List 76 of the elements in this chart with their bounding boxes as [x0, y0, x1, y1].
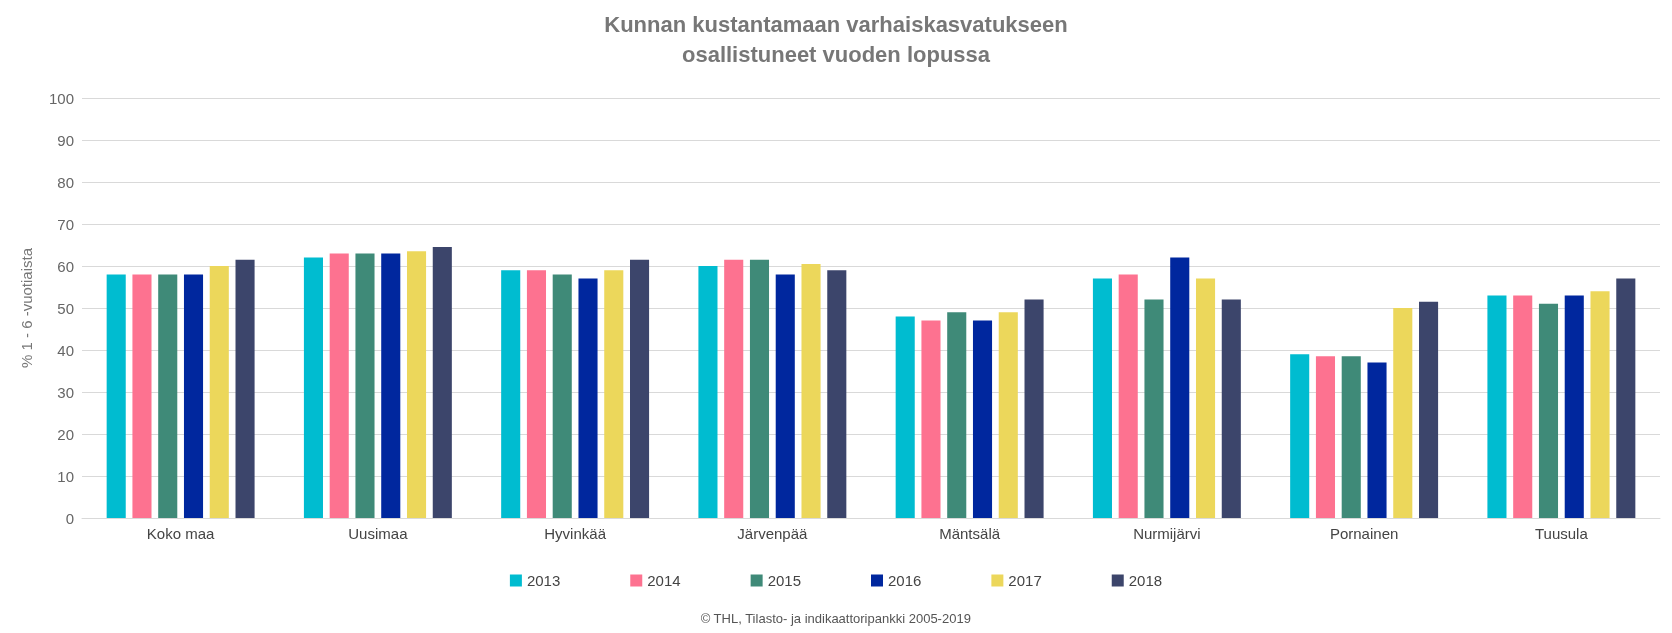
- bar: [1590, 291, 1610, 518]
- bar: [1315, 356, 1336, 518]
- y-tick-label: 40: [57, 341, 74, 359]
- bar: [235, 259, 255, 518]
- bar: [1024, 299, 1044, 518]
- bar: [158, 274, 178, 518]
- bar: [1092, 278, 1112, 518]
- bar: [303, 257, 323, 518]
- bar: [526, 270, 547, 518]
- bar: [1290, 354, 1310, 518]
- bar: [381, 253, 401, 518]
- text: © THL, Tilasto- ja indikaattoripankki 2005-2019: [700, 611, 971, 626]
- legend-label: 2015: [767, 572, 802, 589]
- bar: [1118, 274, 1138, 518]
- bar: [749, 259, 770, 518]
- bar: [329, 253, 349, 518]
- bar: [1367, 362, 1387, 518]
- bar: [972, 320, 993, 518]
- x-tick-label: Pornainen: [1329, 525, 1399, 542]
- bar: [1170, 257, 1190, 518]
- y-tick-label: 10: [57, 467, 74, 485]
- bar: [698, 266, 718, 518]
- bar: [1513, 295, 1533, 518]
- bar: [1393, 308, 1413, 518]
- x-tick-label: Uusimaa: [348, 525, 409, 542]
- bar: [775, 274, 795, 518]
- chart-title: Kunnan kustantamaan varhaiskasvatukseen osallistuneet vuoden lopussa: [604, 11, 1068, 67]
- bar: [1564, 295, 1584, 518]
- bar: [724, 259, 744, 518]
- bar: [578, 278, 598, 518]
- y-tick-label: 0: [65, 509, 74, 527]
- bar: [947, 312, 967, 518]
- x-tick-label: Hyvinkää: [544, 525, 607, 542]
- y-tick-label: 20: [57, 425, 74, 443]
- bar: [209, 266, 229, 518]
- bar: [1616, 278, 1636, 518]
- x-tick-label: Tuusula: [1534, 525, 1589, 542]
- bar: [630, 259, 650, 518]
- bar: [552, 274, 572, 518]
- y-tick-label: 90: [57, 131, 74, 149]
- legend-label: 2017: [1008, 572, 1042, 589]
- y-tick-label: 100: [48, 89, 74, 107]
- bar: [1341, 356, 1361, 518]
- x-tick-label: Mäntsälä: [939, 525, 1001, 542]
- bar: [1487, 295, 1507, 518]
- bar: [895, 316, 915, 518]
- bar: [921, 320, 941, 518]
- bar: [355, 253, 375, 518]
- bar: [132, 274, 152, 518]
- bar: [406, 251, 427, 518]
- bar: [432, 247, 452, 518]
- y-tick-label: 70: [57, 215, 74, 233]
- bar: [1221, 299, 1241, 518]
- legend-label: 2013: [526, 572, 561, 589]
- x-tick-label: Nurmijärvi: [1133, 525, 1201, 542]
- y-tick-label: 80: [57, 173, 74, 191]
- bar: [801, 263, 821, 518]
- bar: [827, 270, 847, 518]
- bar: [1144, 299, 1164, 518]
- bar: [183, 274, 204, 518]
- bar: [501, 270, 521, 518]
- bar: [604, 270, 624, 518]
- legend-label: 2016: [888, 572, 922, 589]
- y-axis-title: % 1 - 6 -vuotiaista: [18, 247, 35, 369]
- legend-label: 2014: [647, 572, 681, 589]
- bar: [998, 312, 1018, 518]
- x-tick-label: Järvenpää: [737, 525, 809, 542]
- x-tick-label: Koko maa: [146, 525, 216, 542]
- bar: [1419, 301, 1439, 518]
- legend-label: 2018: [1128, 572, 1163, 589]
- y-tick-label: 50: [57, 299, 74, 317]
- bar: [1195, 278, 1216, 518]
- y-tick-label: 60: [57, 257, 74, 275]
- bar: [1538, 303, 1559, 518]
- bar: [106, 274, 126, 518]
- y-tick-label: 30: [57, 383, 74, 401]
